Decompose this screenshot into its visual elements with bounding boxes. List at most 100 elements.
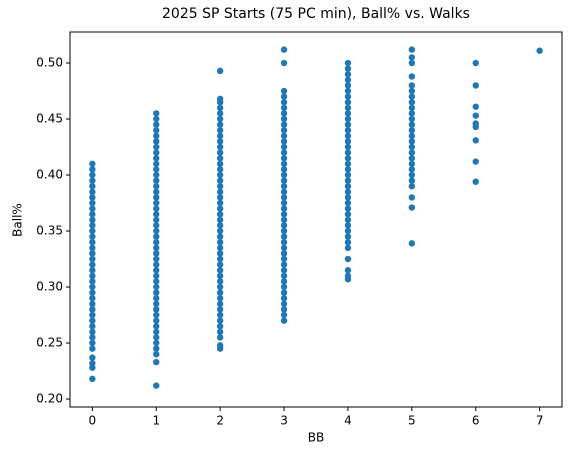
point: [280, 278, 288, 285]
point: [408, 115, 416, 123]
point: [153, 183, 160, 190]
point: [344, 160, 352, 168]
point: [344, 71, 352, 78]
point: [280, 149, 288, 156]
point: [344, 143, 352, 151]
point: [280, 194, 288, 201]
point: [280, 222, 288, 229]
point: [89, 317, 96, 324]
point: [280, 300, 288, 308]
point: [89, 166, 96, 173]
point: [344, 244, 352, 252]
y-tick-label: 0.30: [36, 280, 63, 294]
point: [153, 132, 160, 140]
point: [344, 110, 352, 117]
point: [280, 227, 288, 235]
y-axis-label: Ball%: [11, 203, 25, 237]
point: [216, 250, 224, 257]
point: [280, 160, 288, 168]
point: [216, 222, 224, 229]
point: [280, 99, 288, 106]
point: [280, 59, 288, 67]
point: [408, 99, 416, 106]
point: [344, 205, 352, 212]
point: [153, 233, 160, 240]
point: [153, 289, 160, 296]
point: [216, 177, 224, 184]
point: [280, 289, 288, 296]
point: [153, 177, 160, 184]
point: [472, 178, 479, 185]
point: [408, 240, 416, 247]
point: [89, 205, 96, 212]
point: [344, 87, 352, 95]
point: [408, 194, 416, 201]
point: [89, 244, 96, 252]
point: [408, 82, 416, 89]
point: [408, 171, 416, 179]
point: [344, 121, 352, 128]
y-tick-label: 0.25: [36, 336, 63, 350]
point: [153, 216, 160, 224]
point: [344, 82, 352, 89]
point: [280, 155, 288, 162]
x-tick-label: 0: [89, 414, 97, 428]
x-tick-label: 3: [280, 414, 288, 428]
point: [89, 239, 96, 246]
point: [89, 183, 96, 190]
point: [89, 364, 96, 371]
point: [280, 267, 288, 274]
point: [153, 222, 160, 229]
point: [408, 155, 416, 162]
point: [216, 306, 224, 313]
point: [408, 93, 416, 100]
point: [408, 110, 416, 117]
point: [89, 267, 96, 274]
point: [344, 194, 352, 201]
point: [153, 199, 160, 207]
point: [216, 160, 224, 168]
point: [344, 222, 352, 229]
point: [89, 375, 96, 383]
point: [89, 194, 96, 201]
point: [216, 323, 224, 330]
x-tick-label: 6: [472, 414, 480, 428]
point: [344, 132, 352, 140]
x-tick-label: 1: [152, 414, 160, 428]
point: [216, 115, 224, 123]
point: [89, 278, 96, 285]
point: [153, 160, 160, 168]
point: [153, 115, 160, 123]
point: [216, 233, 224, 240]
point: [408, 127, 416, 134]
point: [153, 121, 160, 128]
point: [153, 334, 160, 341]
point: [216, 188, 224, 196]
point: [89, 339, 96, 347]
x-tick-label: 4: [344, 414, 352, 428]
point: [153, 143, 160, 151]
point: [216, 183, 224, 190]
point: [216, 289, 224, 296]
point: [89, 216, 96, 224]
point: [280, 295, 288, 302]
point: [280, 250, 288, 257]
point: [216, 295, 224, 302]
point: [408, 177, 416, 184]
point: [89, 306, 96, 313]
point: [153, 239, 160, 246]
point: [153, 351, 160, 358]
point: [280, 216, 288, 224]
point: [472, 120, 479, 127]
point: [344, 267, 352, 274]
point: [216, 300, 224, 308]
point: [216, 132, 224, 140]
point: [89, 345, 96, 352]
point: [153, 110, 160, 117]
point: [89, 328, 96, 336]
point: [89, 160, 96, 168]
point: [280, 183, 288, 190]
point: [153, 261, 160, 268]
point: [216, 67, 224, 75]
